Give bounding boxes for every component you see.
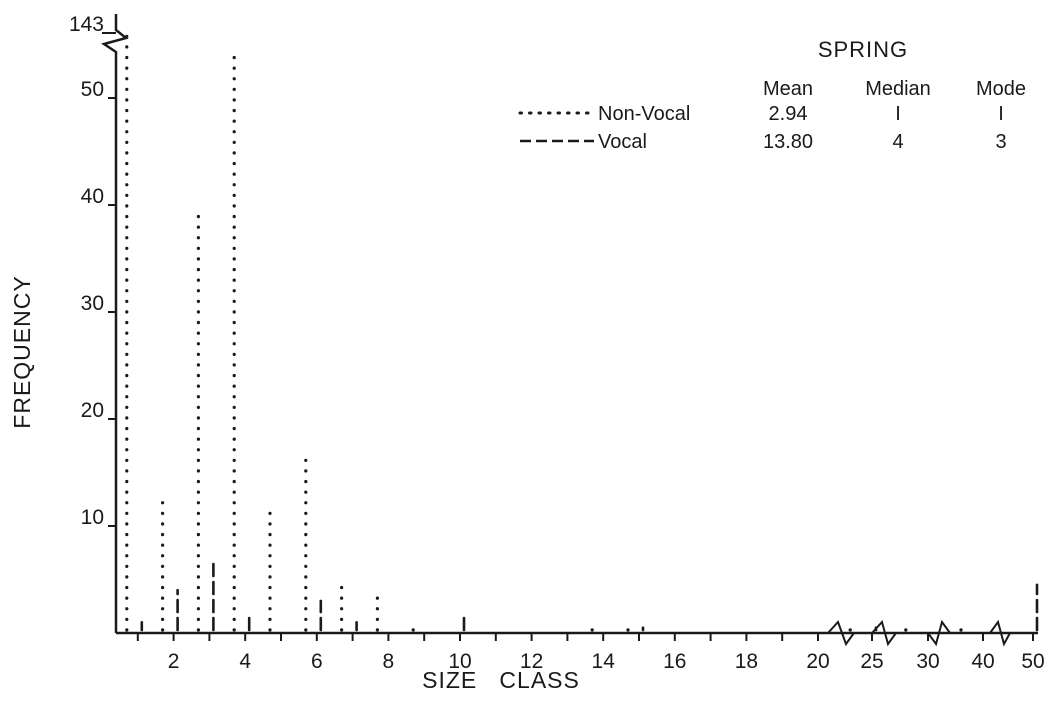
y-ticks: 10 20 30 40 50 143 — [69, 13, 116, 529]
x-axis-break-mark — [927, 619, 951, 647]
y-tick-label: 40 — [81, 185, 104, 208]
x-tick-label: 10 — [448, 650, 471, 673]
x-tick-label: 4 — [239, 650, 251, 673]
y-axis-title: FREQUENCY — [9, 275, 35, 428]
x-tick-label: 14 — [592, 650, 616, 673]
x-tick-label: 18 — [735, 650, 758, 673]
x-tick-label: 30 — [916, 650, 939, 673]
legend-mode-vocal: 3 — [995, 131, 1006, 153]
legend-col-mean: Mean — [763, 78, 813, 100]
axes — [101, 14, 1038, 647]
x-tick-label: 40 — [971, 650, 994, 673]
legend-label-non-vocal: Non-Vocal — [598, 103, 690, 125]
legend-col-mode: Mode — [976, 78, 1026, 100]
y-break-tick-label: 143 — [69, 13, 104, 36]
x-tick-label: 50 — [1021, 650, 1044, 673]
legend-col-median: Median — [865, 78, 931, 100]
legend-mean-vocal: 13.80 — [763, 131, 813, 153]
x-tick-label: 25 — [860, 650, 883, 673]
x-tick-label: 12 — [520, 650, 543, 673]
y-axis-line-with-break — [101, 14, 129, 633]
legend-mode-non-vocal: I — [998, 103, 1004, 125]
legend-mean-non-vocal: 2.94 — [769, 103, 808, 125]
x-axis-break-mark — [989, 619, 1011, 647]
legend-title: SPRING — [818, 37, 908, 62]
x-axis-break-mark — [827, 620, 855, 647]
bars — [125, 31, 1039, 632]
legend: SPRING Mean Median Mode Non-Vocal 2.94 I… — [518, 37, 1026, 153]
y-tick-label: 30 — [81, 292, 104, 315]
y-tick-label: 50 — [81, 78, 104, 101]
x-tick-label: 20 — [806, 650, 829, 673]
legend-median-vocal: 4 — [892, 131, 903, 153]
x-axis-title: SIZE CLASS — [422, 667, 580, 693]
x-tick-label: 6 — [311, 650, 323, 673]
x-ticks: 2 4 6 8 10 12 14 16 18 20 25 30 40 50 — [136, 633, 1045, 673]
legend-label-vocal: Vocal — [598, 131, 647, 153]
x-tick-label: 16 — [663, 650, 686, 673]
x-tick-label: 8 — [383, 650, 395, 673]
y-tick-label: 20 — [81, 399, 104, 422]
y-tick-label: 10 — [81, 506, 104, 529]
legend-median-non-vocal: I — [895, 103, 901, 125]
x-tick-label: 2 — [168, 650, 180, 673]
